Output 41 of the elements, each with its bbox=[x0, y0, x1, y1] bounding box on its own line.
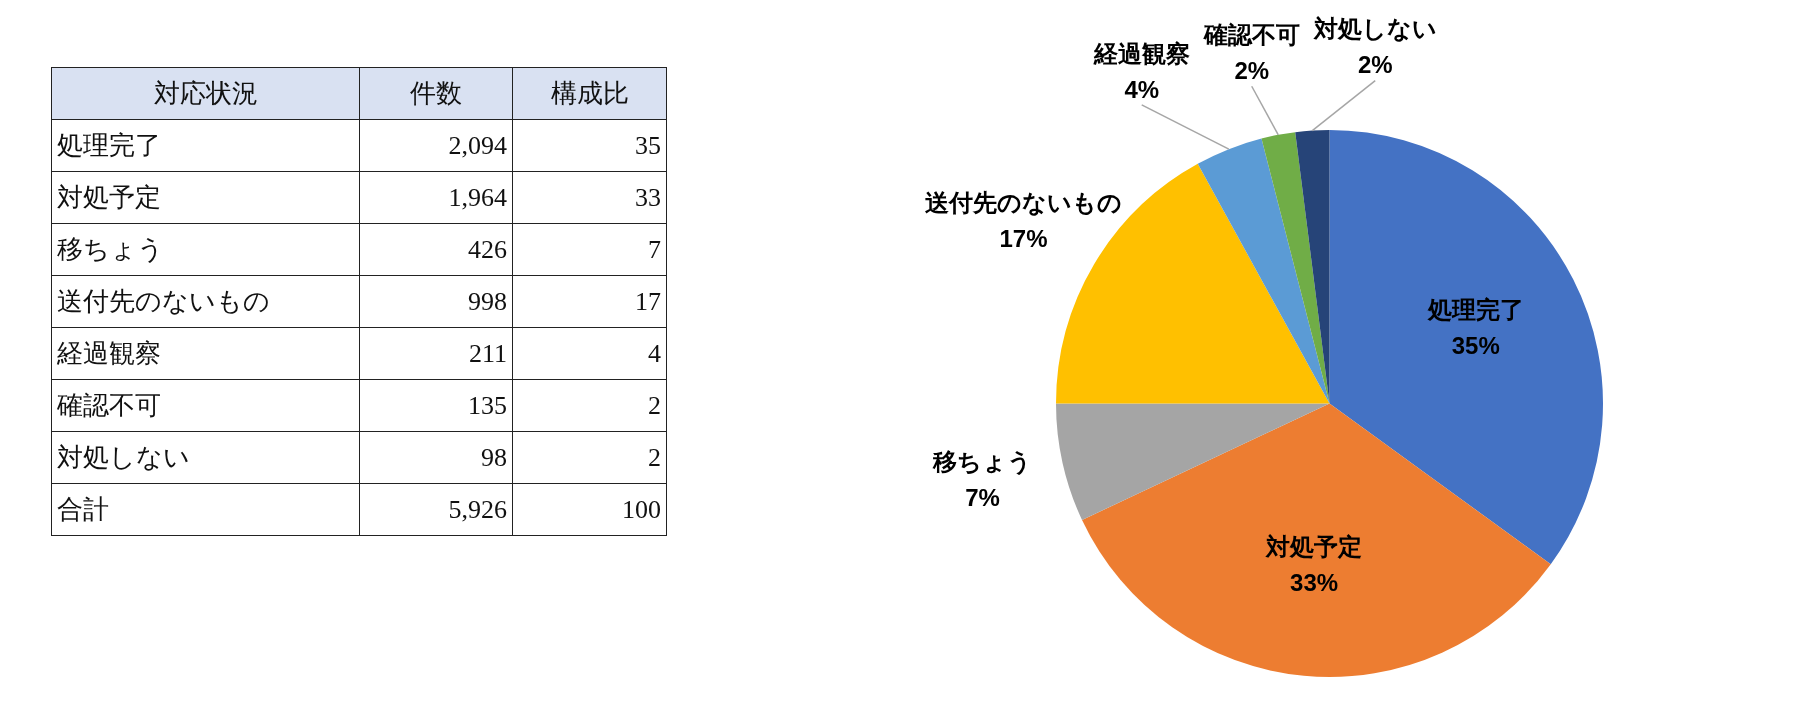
text: 対応状況 bbox=[51, 67, 360, 120]
data-label: 4% bbox=[1124, 75, 1160, 103]
category-label: 対処しない bbox=[57, 442, 190, 472]
text: 1,964 bbox=[359, 171, 513, 224]
category-label: 確認不可 bbox=[57, 390, 161, 420]
data-label: 17% bbox=[999, 225, 1048, 253]
text: 件数 bbox=[359, 67, 513, 120]
text: 2 bbox=[512, 379, 667, 432]
category-label: 送付先のないもの bbox=[57, 286, 270, 316]
slice-label: 移ちょう bbox=[932, 447, 1033, 476]
text: 135 bbox=[359, 379, 513, 432]
text: 合計 bbox=[51, 483, 360, 536]
text: 2 bbox=[512, 431, 667, 484]
category-label: 処理完了 bbox=[57, 130, 161, 160]
text: 211 bbox=[359, 327, 513, 380]
text: 17 bbox=[512, 275, 667, 328]
text: 4 bbox=[512, 327, 667, 380]
category-label: 経過観察 bbox=[57, 338, 161, 368]
data-label: 2% bbox=[1234, 56, 1270, 84]
data-label: 33% bbox=[1290, 569, 1339, 597]
slice-label: 対処予定 bbox=[1265, 533, 1363, 561]
category-label: 対処予定 bbox=[57, 182, 161, 212]
text: 998 bbox=[359, 275, 513, 328]
slice-label: 処理完了 bbox=[1426, 295, 1524, 323]
slice-label: 対処しない bbox=[1312, 15, 1437, 43]
text: 構成比 bbox=[512, 67, 667, 120]
text: 98 bbox=[359, 431, 513, 484]
text: 100 bbox=[512, 483, 667, 536]
slice-label: 確認不可 bbox=[1202, 20, 1300, 48]
text: 33 bbox=[512, 171, 667, 224]
text: 2,094 bbox=[359, 119, 513, 172]
text: 35 bbox=[512, 119, 667, 172]
data-label: 7% bbox=[965, 483, 1000, 511]
data-label: 35% bbox=[1451, 331, 1500, 359]
slice-label: 経過観察 bbox=[1092, 39, 1190, 67]
category-label: 移ちょう bbox=[57, 234, 164, 264]
data-label: 2% bbox=[1357, 51, 1393, 79]
text: 7 bbox=[512, 223, 667, 276]
text: 426 bbox=[359, 223, 513, 276]
text: 5,926 bbox=[359, 483, 513, 536]
slice-label: 送付先のないもの bbox=[924, 189, 1122, 217]
